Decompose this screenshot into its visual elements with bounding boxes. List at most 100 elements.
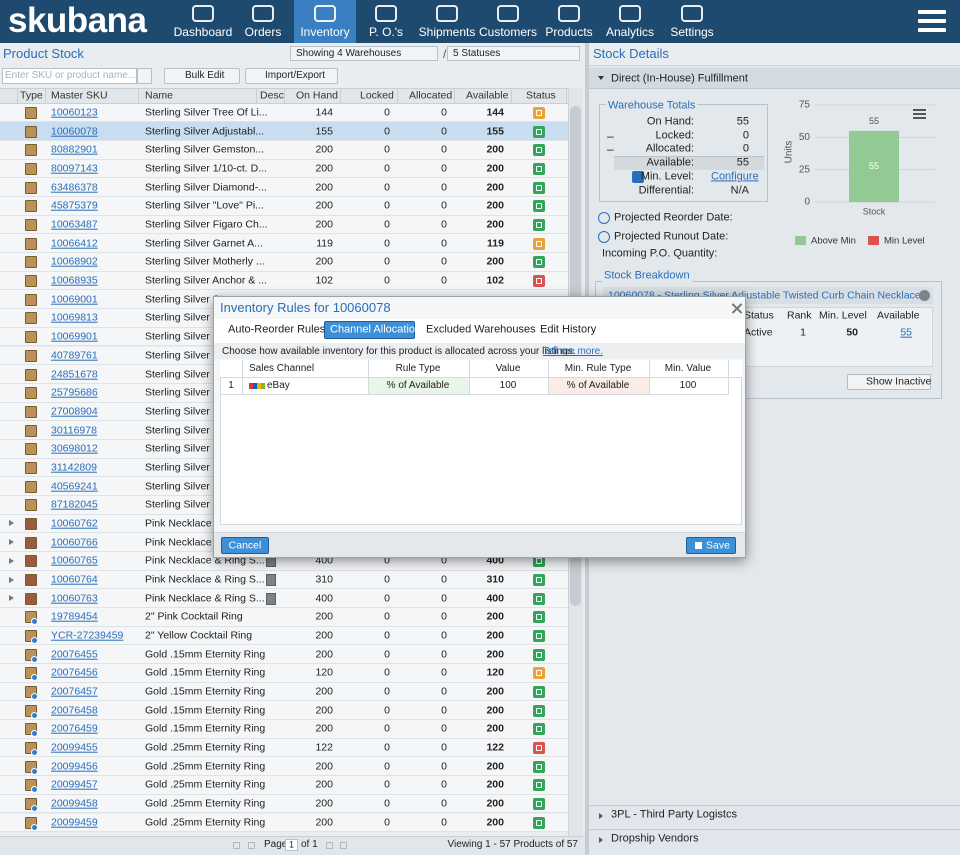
expand-arrow[interactable] bbox=[9, 595, 14, 602]
sku-link[interactable]: 30116978 bbox=[51, 424, 97, 437]
sku-link[interactable]: 27008904 bbox=[51, 405, 98, 418]
expand-arrow[interactable] bbox=[9, 557, 14, 564]
pager-button[interactable] bbox=[340, 842, 347, 849]
search-button[interactable] bbox=[137, 68, 152, 84]
nav-item[interactable]: Inventory bbox=[294, 0, 356, 43]
sku-link[interactable]: 20099457 bbox=[51, 779, 98, 792]
sku-link[interactable]: 80882901 bbox=[51, 144, 98, 157]
sku-link[interactable]: 87182045 bbox=[51, 498, 98, 511]
table-row[interactable] bbox=[0, 103, 568, 123]
table-row[interactable] bbox=[0, 122, 568, 141]
sku-link[interactable]: 20076459 bbox=[51, 723, 98, 736]
table-row[interactable] bbox=[0, 271, 568, 291]
table-row[interactable] bbox=[0, 608, 568, 627]
column-header[interactable]: Type bbox=[20, 89, 43, 102]
table-row[interactable] bbox=[0, 738, 568, 758]
section-bar[interactable] bbox=[589, 68, 960, 89]
sku-link[interactable]: 30698012 bbox=[51, 442, 98, 455]
help-icon[interactable] bbox=[598, 212, 610, 224]
table-row[interactable] bbox=[0, 776, 568, 795]
expand-arrow[interactable] bbox=[9, 576, 14, 583]
breakdown-cell[interactable]: 55 bbox=[900, 326, 912, 339]
column-header[interactable]: Allocated bbox=[409, 89, 453, 102]
table-row[interactable] bbox=[0, 178, 568, 198]
page-input[interactable] bbox=[285, 839, 298, 851]
nav-item[interactable]: Analytics bbox=[599, 0, 661, 43]
sku-link[interactable]: 20099455 bbox=[51, 741, 98, 754]
table-row[interactable] bbox=[0, 159, 568, 179]
nav-item[interactable]: P. O.'s bbox=[355, 0, 417, 43]
sku-link[interactable]: 20076456 bbox=[51, 667, 98, 680]
wrench-icon[interactable] bbox=[632, 171, 644, 183]
menu-button[interactable] bbox=[918, 10, 946, 32]
table-row[interactable] bbox=[0, 757, 568, 777]
warehouse-select[interactable] bbox=[290, 46, 438, 61]
sku-link[interactable]: 20076455 bbox=[51, 648, 98, 661]
sku-link[interactable]: 10068935 bbox=[51, 274, 98, 287]
pager-button[interactable] bbox=[233, 842, 240, 849]
sku-link[interactable]: 31142809 bbox=[51, 461, 97, 474]
column-header[interactable]: Available bbox=[466, 89, 509, 102]
expand-arrow[interactable] bbox=[9, 520, 14, 527]
sku-link[interactable]: 10068902 bbox=[51, 256, 98, 269]
table-row[interactable] bbox=[0, 813, 568, 833]
modal-tab[interactable]: Excluded Warehouses bbox=[426, 323, 536, 336]
sku-link[interactable]: 10060123 bbox=[51, 106, 98, 119]
sku-link[interactable]: 10069901 bbox=[51, 330, 98, 343]
sku-link[interactable]: 10066412 bbox=[51, 237, 98, 250]
pager-button[interactable] bbox=[326, 842, 333, 849]
sku-link[interactable]: 10060762 bbox=[51, 517, 98, 530]
save-button[interactable] bbox=[686, 537, 736, 554]
section-bar[interactable] bbox=[589, 805, 960, 827]
sku-link[interactable]: 10063487 bbox=[51, 218, 98, 231]
table-row[interactable] bbox=[0, 701, 568, 721]
cancel-button[interactable] bbox=[221, 537, 269, 554]
table-row[interactable] bbox=[0, 682, 568, 702]
table-row[interactable] bbox=[0, 570, 568, 590]
sku-link[interactable]: 20076457 bbox=[51, 685, 98, 698]
search-input[interactable] bbox=[2, 68, 137, 84]
table-row[interactable] bbox=[0, 197, 568, 216]
sku-link[interactable]: 19789454 bbox=[51, 611, 98, 624]
nav-item[interactable]: Shipments bbox=[416, 0, 478, 43]
sku-link[interactable]: 63486378 bbox=[51, 181, 98, 194]
help-icon[interactable] bbox=[598, 231, 610, 243]
status-select[interactable] bbox=[447, 46, 580, 61]
column-header[interactable]: Status bbox=[526, 89, 556, 102]
expand-arrow[interactable] bbox=[9, 539, 14, 546]
sku-link[interactable]: 45875379 bbox=[51, 200, 98, 213]
table-row[interactable] bbox=[0, 141, 568, 160]
table-row[interactable] bbox=[0, 234, 568, 254]
close-button[interactable] bbox=[731, 303, 743, 314]
sku-link[interactable]: 40789761 bbox=[51, 349, 98, 362]
sku-link[interactable]: 24851678 bbox=[51, 368, 98, 381]
sku-link[interactable]: 20076458 bbox=[51, 704, 98, 717]
pager-button[interactable] bbox=[248, 842, 255, 849]
sku-link[interactable]: 10069813 bbox=[51, 312, 98, 325]
table-row[interactable] bbox=[0, 664, 568, 683]
import-export-button[interactable] bbox=[245, 68, 338, 84]
column-header[interactable]: On Hand bbox=[296, 89, 339, 102]
modal-tab[interactable]: Auto-Reorder Rules bbox=[228, 323, 326, 336]
sku-link[interactable]: 10060765 bbox=[51, 555, 98, 568]
active-tab[interactable] bbox=[324, 321, 415, 339]
modal-tab[interactable]: Channel Allocation bbox=[330, 323, 422, 336]
sku-link[interactable]: 80097143 bbox=[51, 162, 98, 175]
table-row[interactable] bbox=[0, 645, 568, 665]
sku-link[interactable]: 10060763 bbox=[51, 592, 98, 605]
nav-item[interactable]: Settings bbox=[661, 0, 723, 43]
collapse-icon[interactable] bbox=[919, 290, 930, 301]
show-inactive-button[interactable] bbox=[847, 374, 931, 390]
bulk-edit-button[interactable] bbox=[164, 68, 240, 84]
sku-link[interactable]: 40569241 bbox=[51, 480, 98, 493]
sku-link[interactable]: 10069001 bbox=[51, 293, 98, 306]
section-bar[interactable] bbox=[589, 829, 960, 851]
nav-item[interactable]: Orders bbox=[232, 0, 294, 43]
table-row[interactable] bbox=[0, 626, 568, 646]
table-row[interactable] bbox=[0, 215, 568, 235]
sku-link[interactable]: 20099458 bbox=[51, 797, 98, 810]
sku-link[interactable]: 25795686 bbox=[51, 386, 98, 399]
column-header[interactable]: Name bbox=[145, 89, 174, 102]
column-header[interactable]: Master SKU bbox=[51, 89, 108, 102]
sku-link[interactable]: 20099456 bbox=[51, 760, 98, 773]
